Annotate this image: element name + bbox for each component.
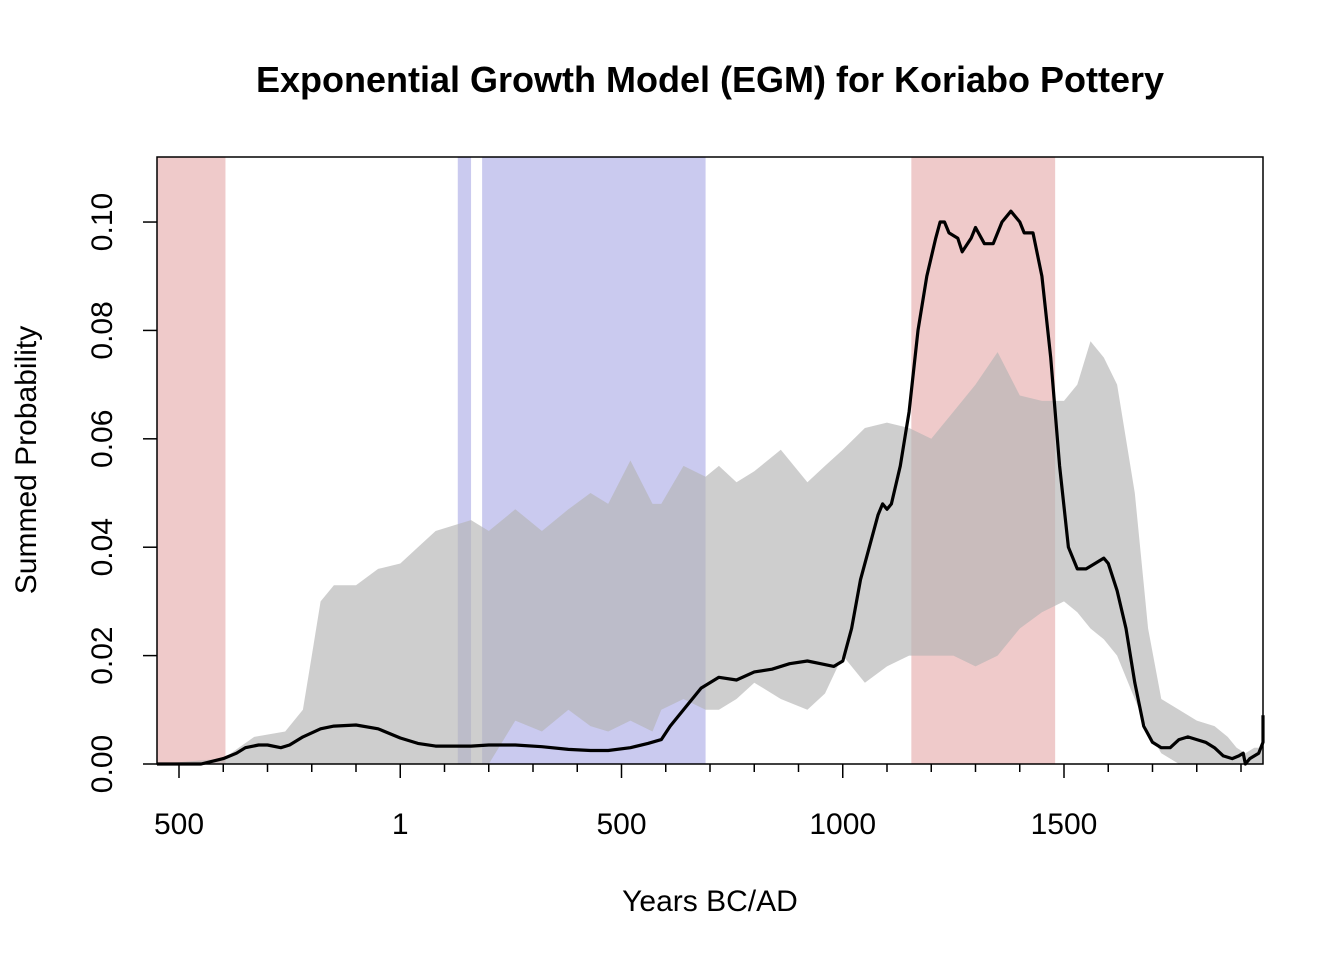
simulation-envelope — [157, 341, 1263, 764]
y-tick-label: 0.02 — [86, 626, 119, 684]
x-tick-label: 500 — [154, 808, 204, 841]
x-axis-label: Years BC/AD — [622, 885, 798, 918]
y-axis: 0.00 0.02 0.04 0.06 0.08 0.10 — [86, 193, 157, 793]
y-tick-label: 0.08 — [86, 301, 119, 359]
y-tick-label: 0.04 — [86, 518, 119, 576]
x-axis: 500 1 500 1000 1500 — [154, 764, 1242, 841]
y-tick-label: 0.00 — [86, 735, 119, 793]
x-tick-label: 1000 — [809, 808, 876, 841]
x-tick-label: 1500 — [1031, 808, 1098, 841]
y-axis-label: Summed Probability — [10, 326, 43, 594]
y-tick-label: 0.06 — [86, 410, 119, 468]
x-tick-label: 500 — [596, 808, 646, 841]
y-tick-label: 0.10 — [86, 193, 119, 251]
spd-line — [157, 209, 1265, 766]
x-tick-label: 1 — [392, 808, 409, 841]
negative-deviation-region-0 — [157, 157, 226, 764]
chart-title: Exponential Growth Model (EGM) for Koria… — [256, 59, 1164, 100]
